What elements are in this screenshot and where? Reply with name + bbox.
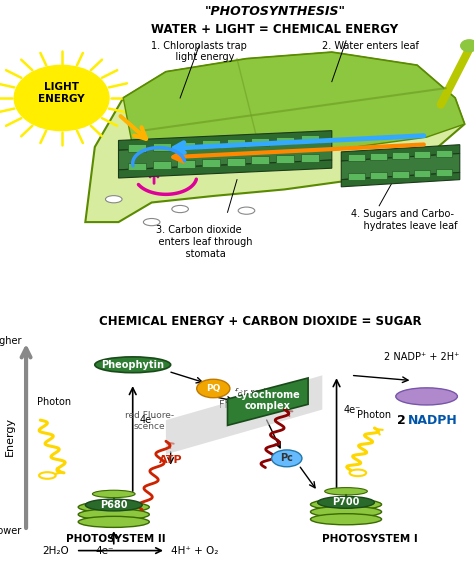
- Ellipse shape: [325, 488, 367, 495]
- Text: 4H⁺ + O₂: 4H⁺ + O₂: [171, 545, 218, 556]
- Text: 1. Chloroplasts trap
    light energy: 1. Chloroplasts trap light energy: [151, 41, 247, 62]
- Text: P680: P680: [100, 500, 128, 510]
- Text: 4e⁻: 4e⁻: [344, 405, 361, 415]
- Polygon shape: [251, 156, 269, 164]
- Ellipse shape: [92, 490, 135, 497]
- Circle shape: [272, 450, 302, 467]
- Text: Photon: Photon: [357, 410, 392, 420]
- Polygon shape: [202, 140, 220, 148]
- Ellipse shape: [95, 357, 171, 372]
- Polygon shape: [227, 139, 245, 147]
- Circle shape: [461, 40, 474, 52]
- Polygon shape: [341, 145, 460, 161]
- Text: Cytochrome
complex: Cytochrome complex: [235, 390, 301, 411]
- Polygon shape: [341, 154, 460, 180]
- Polygon shape: [301, 135, 319, 143]
- Ellipse shape: [78, 516, 149, 527]
- Polygon shape: [392, 151, 409, 159]
- Polygon shape: [414, 151, 430, 158]
- Text: PHOTOSYSTEM II: PHOTOSYSTEM II: [66, 533, 166, 544]
- Text: 3. Carbon dioxide
    enters leaf through
    stomata: 3. Carbon dioxide enters leaf through st…: [146, 225, 252, 258]
- Text: Lower: Lower: [0, 526, 21, 536]
- Polygon shape: [177, 160, 195, 168]
- Ellipse shape: [105, 195, 122, 203]
- Ellipse shape: [78, 501, 149, 513]
- Ellipse shape: [78, 509, 149, 520]
- Text: P700: P700: [332, 497, 360, 507]
- Text: 2. Water enters leaf: 2. Water enters leaf: [322, 41, 419, 51]
- Polygon shape: [414, 170, 430, 178]
- Text: 2H₂O: 2H₂O: [42, 545, 69, 556]
- Polygon shape: [370, 152, 387, 160]
- Polygon shape: [128, 163, 146, 171]
- Ellipse shape: [144, 218, 160, 226]
- Text: LIGHT
ENERGY: LIGHT ENERGY: [38, 83, 85, 104]
- Polygon shape: [301, 154, 319, 162]
- Polygon shape: [118, 160, 332, 178]
- Text: Photon: Photon: [37, 397, 72, 407]
- Text: Energy: Energy: [4, 417, 15, 456]
- Polygon shape: [202, 159, 220, 167]
- Polygon shape: [85, 52, 465, 222]
- Text: far-red
Fluorescence: far-red Fluorescence: [219, 388, 283, 410]
- Polygon shape: [251, 138, 269, 146]
- Polygon shape: [153, 162, 171, 169]
- Polygon shape: [153, 143, 171, 151]
- Polygon shape: [118, 131, 332, 150]
- Text: CHEMICAL ENERGY + CARBON DIOXIDE = SUGAR: CHEMICAL ENERGY + CARBON DIOXIDE = SUGAR: [100, 315, 422, 328]
- Ellipse shape: [310, 513, 382, 525]
- Polygon shape: [392, 171, 409, 178]
- Text: Pc: Pc: [280, 453, 293, 464]
- Polygon shape: [123, 52, 465, 163]
- Text: PHOTOSYSTEM I: PHOTOSYSTEM I: [322, 533, 418, 544]
- Polygon shape: [128, 144, 146, 152]
- Polygon shape: [436, 150, 452, 157]
- Polygon shape: [227, 158, 245, 166]
- Circle shape: [14, 65, 109, 131]
- Text: 4. Sugars and Carbo-
    hydrates leave leaf: 4. Sugars and Carbo- hydrates leave leaf: [351, 209, 457, 230]
- Ellipse shape: [172, 206, 188, 213]
- Text: "PHOTOSYNTHESIS": "PHOTOSYNTHESIS": [204, 5, 346, 18]
- Polygon shape: [276, 155, 294, 163]
- Polygon shape: [370, 172, 387, 179]
- Text: Higher: Higher: [0, 336, 21, 346]
- Ellipse shape: [85, 499, 142, 511]
- Polygon shape: [436, 169, 452, 176]
- Text: PQ: PQ: [206, 384, 220, 393]
- Text: 2: 2: [397, 414, 405, 427]
- Text: NADPH: NADPH: [408, 414, 457, 427]
- Polygon shape: [118, 140, 332, 170]
- Circle shape: [197, 379, 230, 398]
- Ellipse shape: [310, 499, 382, 510]
- Polygon shape: [177, 142, 195, 150]
- Polygon shape: [348, 154, 365, 160]
- Ellipse shape: [318, 496, 374, 508]
- Text: Pheophytin: Pheophytin: [101, 360, 164, 370]
- Text: ATP: ATP: [159, 454, 182, 465]
- Polygon shape: [228, 378, 308, 425]
- Polygon shape: [341, 172, 460, 187]
- Text: red Fluore-
scence: red Fluore- scence: [125, 411, 174, 431]
- Text: WATER + LIGHT = CHEMICAL ENERGY: WATER + LIGHT = CHEMICAL ENERGY: [151, 23, 399, 36]
- Polygon shape: [276, 136, 294, 144]
- Text: 2 NADP⁺ + 2H⁺: 2 NADP⁺ + 2H⁺: [384, 352, 460, 362]
- Ellipse shape: [238, 207, 255, 214]
- Ellipse shape: [310, 507, 382, 517]
- Text: 4e⁻: 4e⁻: [95, 545, 114, 556]
- Polygon shape: [166, 375, 322, 454]
- Polygon shape: [348, 173, 365, 180]
- Text: 4e⁻: 4e⁻: [140, 415, 157, 425]
- Ellipse shape: [396, 388, 457, 405]
